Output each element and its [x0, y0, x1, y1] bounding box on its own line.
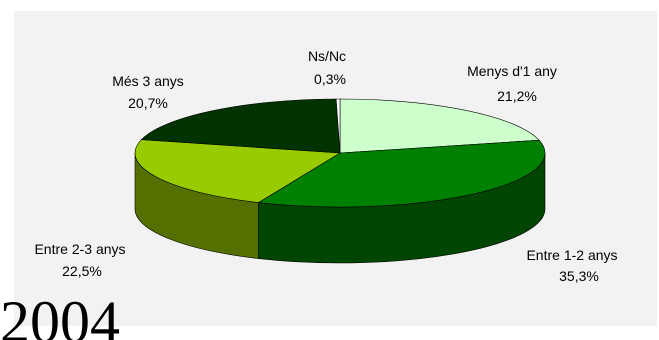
label-value-entre23: 22,5% [62, 263, 102, 279]
label-value-nsnc: 0,3% [314, 71, 346, 87]
slice-entre-1-2-anys [257, 139, 546, 208]
slice-ns-nc [335, 98, 341, 154]
label-name-menys: Menys d'1 any [467, 63, 557, 79]
pie-tops [134, 98, 546, 208]
slice-entre-2-3-anys [134, 139, 341, 203]
label-value-mes3: 20,7% [128, 95, 168, 111]
label-value-entre12: 35,3% [559, 268, 599, 284]
slice-menys-d-1-any [339, 98, 540, 154]
label-name-nsnc: Ns/Nc [308, 48, 346, 64]
cropped-year-text: 2004 [0, 292, 120, 340]
label-value-menys: 21,2% [497, 88, 537, 104]
label-name-entre23: Entre 2-3 anys [34, 241, 125, 257]
slice-m-s-3-anys [140, 98, 341, 154]
label-name-entre12: Entre 1-2 anys [526, 247, 617, 263]
label-name-mes3: Més 3 anys [112, 73, 184, 89]
